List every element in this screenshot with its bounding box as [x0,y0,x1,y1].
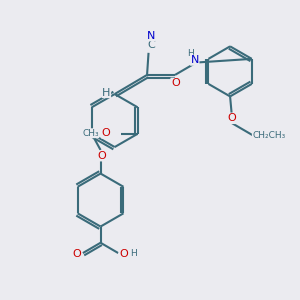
Text: O: O [227,113,236,124]
Text: H: H [102,88,111,98]
Text: O: O [72,249,81,259]
Text: N: N [190,55,199,65]
Text: CH₃: CH₃ [82,129,99,138]
Text: O: O [171,78,180,88]
Text: H: H [188,49,194,58]
Text: O: O [119,249,128,259]
Text: N: N [147,31,155,41]
Text: H: H [130,249,137,258]
Text: O: O [98,151,106,161]
Text: C: C [147,40,155,50]
Text: CH₂CH₃: CH₂CH₃ [252,131,286,140]
Text: O: O [102,128,110,138]
